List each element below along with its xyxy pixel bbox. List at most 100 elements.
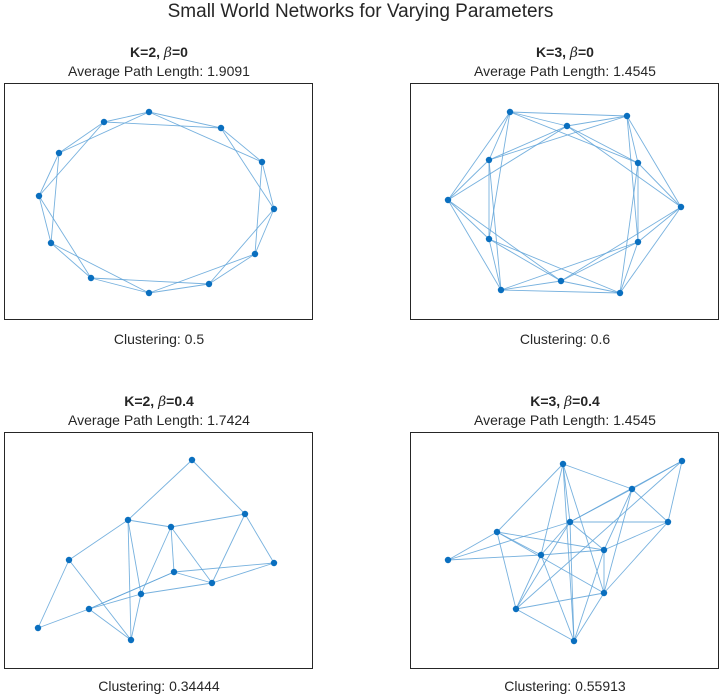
graph-node: [217, 124, 225, 132]
graph-edge: [208, 253, 256, 285]
graph-node: [188, 456, 196, 464]
panel-2-title-beta-value: =0: [577, 44, 594, 60]
plot-frame: [410, 83, 719, 320]
graph-edge: [208, 208, 275, 285]
graph-edge: [88, 593, 142, 610]
graph-edge: [211, 562, 275, 584]
graph-node: [570, 637, 578, 645]
graph-edge: [140, 582, 213, 595]
graph-edge: [515, 460, 683, 610]
graph-node: [145, 289, 153, 297]
graph-node: [506, 108, 514, 116]
graph-edge: [170, 526, 213, 584]
graph-node: [55, 149, 63, 157]
graph-edge: [631, 488, 669, 523]
graph-edge: [515, 521, 571, 610]
graph-node: [124, 516, 132, 524]
graph-edge: [447, 554, 542, 561]
graph-edge: [38, 152, 60, 197]
graph-edge: [560, 206, 682, 282]
graph-edge: [38, 195, 52, 244]
graph-edge: [500, 289, 621, 294]
graph-edge: [88, 571, 175, 610]
graph-node: [537, 551, 545, 559]
graph-edge: [619, 162, 639, 294]
graph-node: [444, 556, 452, 564]
graph-edge: [447, 125, 568, 201]
graph-edge: [261, 161, 275, 210]
graph-edge: [603, 488, 633, 551]
graph-edge: [447, 531, 498, 561]
panel-1-caption: Clustering: 0.5: [113, 331, 205, 347]
graph-edge: [509, 111, 639, 164]
graph-edge: [619, 206, 682, 294]
panel-2-caption: Clustering: 0.6: [519, 331, 611, 347]
graph-edge: [90, 277, 150, 294]
plot-frame: [4, 83, 313, 320]
graph-edge: [560, 241, 639, 282]
graph-node: [87, 274, 95, 282]
graph-edge: [37, 559, 70, 629]
graph-node: [623, 112, 631, 120]
graph-edge: [626, 115, 682, 208]
graph-node: [270, 559, 278, 567]
graph-node: [100, 118, 108, 126]
graph-node: [85, 605, 93, 613]
panel-4-title-beta-value: =0.4: [572, 393, 600, 409]
graph-node: [251, 250, 259, 258]
graph-edge: [603, 521, 669, 551]
graph-edge: [447, 199, 562, 282]
graph-edge: [447, 521, 571, 561]
graph-edge: [560, 280, 621, 294]
panel-1-title-beta-value: =0: [171, 44, 188, 60]
graph-edge: [569, 521, 575, 642]
graph-edge: [488, 111, 511, 240]
graph-edge: [500, 280, 562, 291]
graph-edge: [244, 513, 275, 564]
graph-edge: [540, 549, 605, 556]
graph-edge: [127, 519, 172, 528]
graph-node: [616, 289, 624, 297]
panel-2-title: K=3, β=0: [410, 43, 720, 62]
graph-edge: [509, 111, 568, 127]
graph-edge: [566, 115, 628, 127]
panel-1-title-beta-symbol: β: [163, 45, 172, 61]
graph-edge: [148, 253, 256, 294]
graph-edge: [127, 519, 132, 641]
graph-edge: [148, 111, 263, 163]
graph-edge: [37, 608, 90, 629]
graph-node: [208, 579, 216, 587]
graph-edge: [488, 238, 562, 282]
graph-node: [600, 546, 608, 554]
graph-edge: [496, 531, 605, 551]
graph-edge: [170, 526, 175, 573]
graph-edge: [127, 459, 193, 521]
graph-edge: [90, 277, 210, 285]
graph-edge: [50, 152, 60, 244]
graph-node: [485, 156, 493, 164]
figure-title: Small World Networks for Varying Paramet…: [167, 1, 554, 22]
graph-edge: [603, 488, 633, 594]
graph-edge: [626, 115, 639, 164]
graph-edge: [103, 121, 222, 129]
panel-2-title-k: K=3,: [536, 44, 570, 60]
graph-edge: [254, 161, 263, 255]
panel-1-plot: [4, 83, 313, 320]
graph-edge: [103, 111, 150, 123]
graph-node: [137, 590, 145, 598]
graph-edge: [148, 111, 222, 129]
graph-node: [167, 523, 175, 531]
panel-3-title-beta-symbol: β: [158, 394, 167, 410]
graph-edge: [68, 559, 132, 641]
graph-edge: [140, 526, 172, 595]
graph-edge: [191, 459, 246, 515]
graph-node: [241, 510, 249, 518]
graph-edge: [170, 513, 246, 528]
graph-edge: [211, 513, 246, 584]
graph-node: [205, 280, 213, 288]
graph-node: [600, 589, 608, 597]
graph-edge: [515, 592, 605, 610]
graph-node: [677, 203, 685, 211]
panel-3-title: K=2, β=0.4: [4, 392, 314, 411]
graph-edge: [447, 111, 511, 201]
